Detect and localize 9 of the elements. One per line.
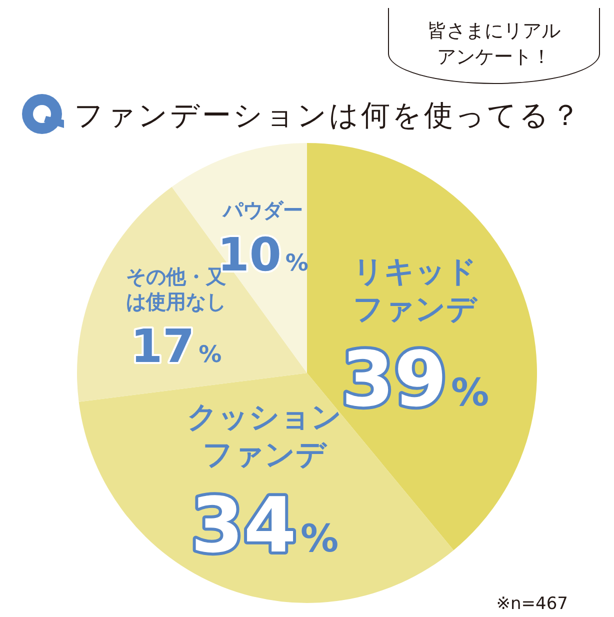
slice-label: パウダー: [222, 198, 303, 222]
text: ※n=467: [496, 594, 568, 614]
slice-label: リキッドファンデ: [353, 254, 478, 327]
chart-title: ファンデーションは何を使ってる？: [74, 97, 582, 134]
data-label: 34%: [190, 480, 339, 570]
slice-label: クッションファンデ: [187, 400, 342, 473]
data-label: 39%: [341, 334, 490, 424]
text: 皆さまにリアルアンケート！: [426, 19, 562, 70]
data-label: 17%: [130, 319, 222, 374]
